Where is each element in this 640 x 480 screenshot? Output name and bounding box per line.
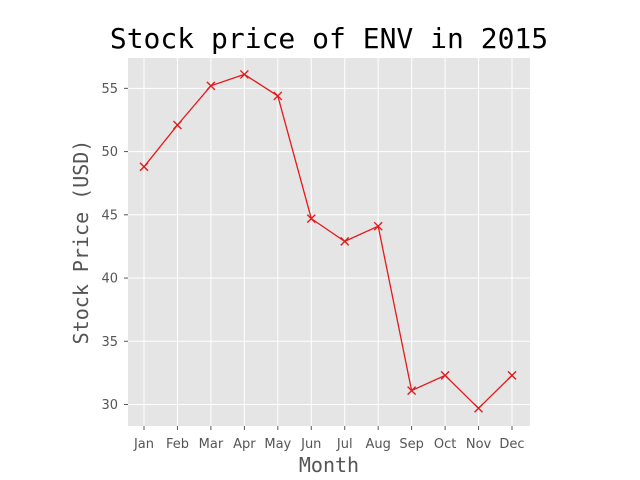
x-tick-label: Dec	[499, 437, 524, 452]
grid	[128, 58, 530, 426]
x-tick-label: Feb	[166, 437, 189, 452]
y-tick-label: 50	[101, 145, 118, 160]
data-point	[172, 120, 182, 130]
y-tick-label: 30	[101, 398, 118, 413]
data-point	[139, 162, 149, 172]
x-tick-label: Jun	[300, 437, 321, 452]
y-axis-label: Stock Price (USD)	[69, 140, 93, 345]
plot-background	[128, 58, 530, 426]
y-tick-label: 55	[101, 82, 118, 97]
y-tick-label: 40	[101, 272, 118, 287]
data-point	[239, 69, 249, 79]
y-tick-label: 35	[101, 335, 118, 350]
ticks: Jan Feb Mar Apr May Jun Jul Aug Sep Oct Nov Dec 30 35…	[101, 82, 524, 452]
x-tick-label: Jul	[336, 437, 353, 452]
x-tick-label: Oct	[434, 437, 456, 452]
chart-title: Stock price of ENV in 2015	[110, 22, 548, 55]
data-point	[273, 91, 283, 101]
y-tick-label: 45	[101, 208, 118, 223]
data-point	[373, 221, 383, 231]
x-tick-label: Apr	[233, 437, 256, 452]
data-point	[306, 214, 316, 224]
series-line	[143, 73, 513, 410]
x-axis-label: Month	[299, 453, 359, 477]
series	[139, 69, 517, 413]
x-tick-label: Jan	[133, 437, 154, 452]
x-tick-label: Nov	[466, 437, 492, 452]
data-point	[507, 370, 517, 380]
data-point	[206, 81, 216, 91]
x-tick-label: Aug	[365, 437, 390, 452]
data-point	[340, 236, 350, 246]
x-tick-label: May	[264, 437, 291, 452]
data-point	[407, 386, 417, 396]
data-point	[440, 370, 450, 380]
x-tick-label: Sep	[399, 437, 424, 452]
x-tick-label: Mar	[199, 437, 224, 452]
data-point	[474, 403, 484, 413]
